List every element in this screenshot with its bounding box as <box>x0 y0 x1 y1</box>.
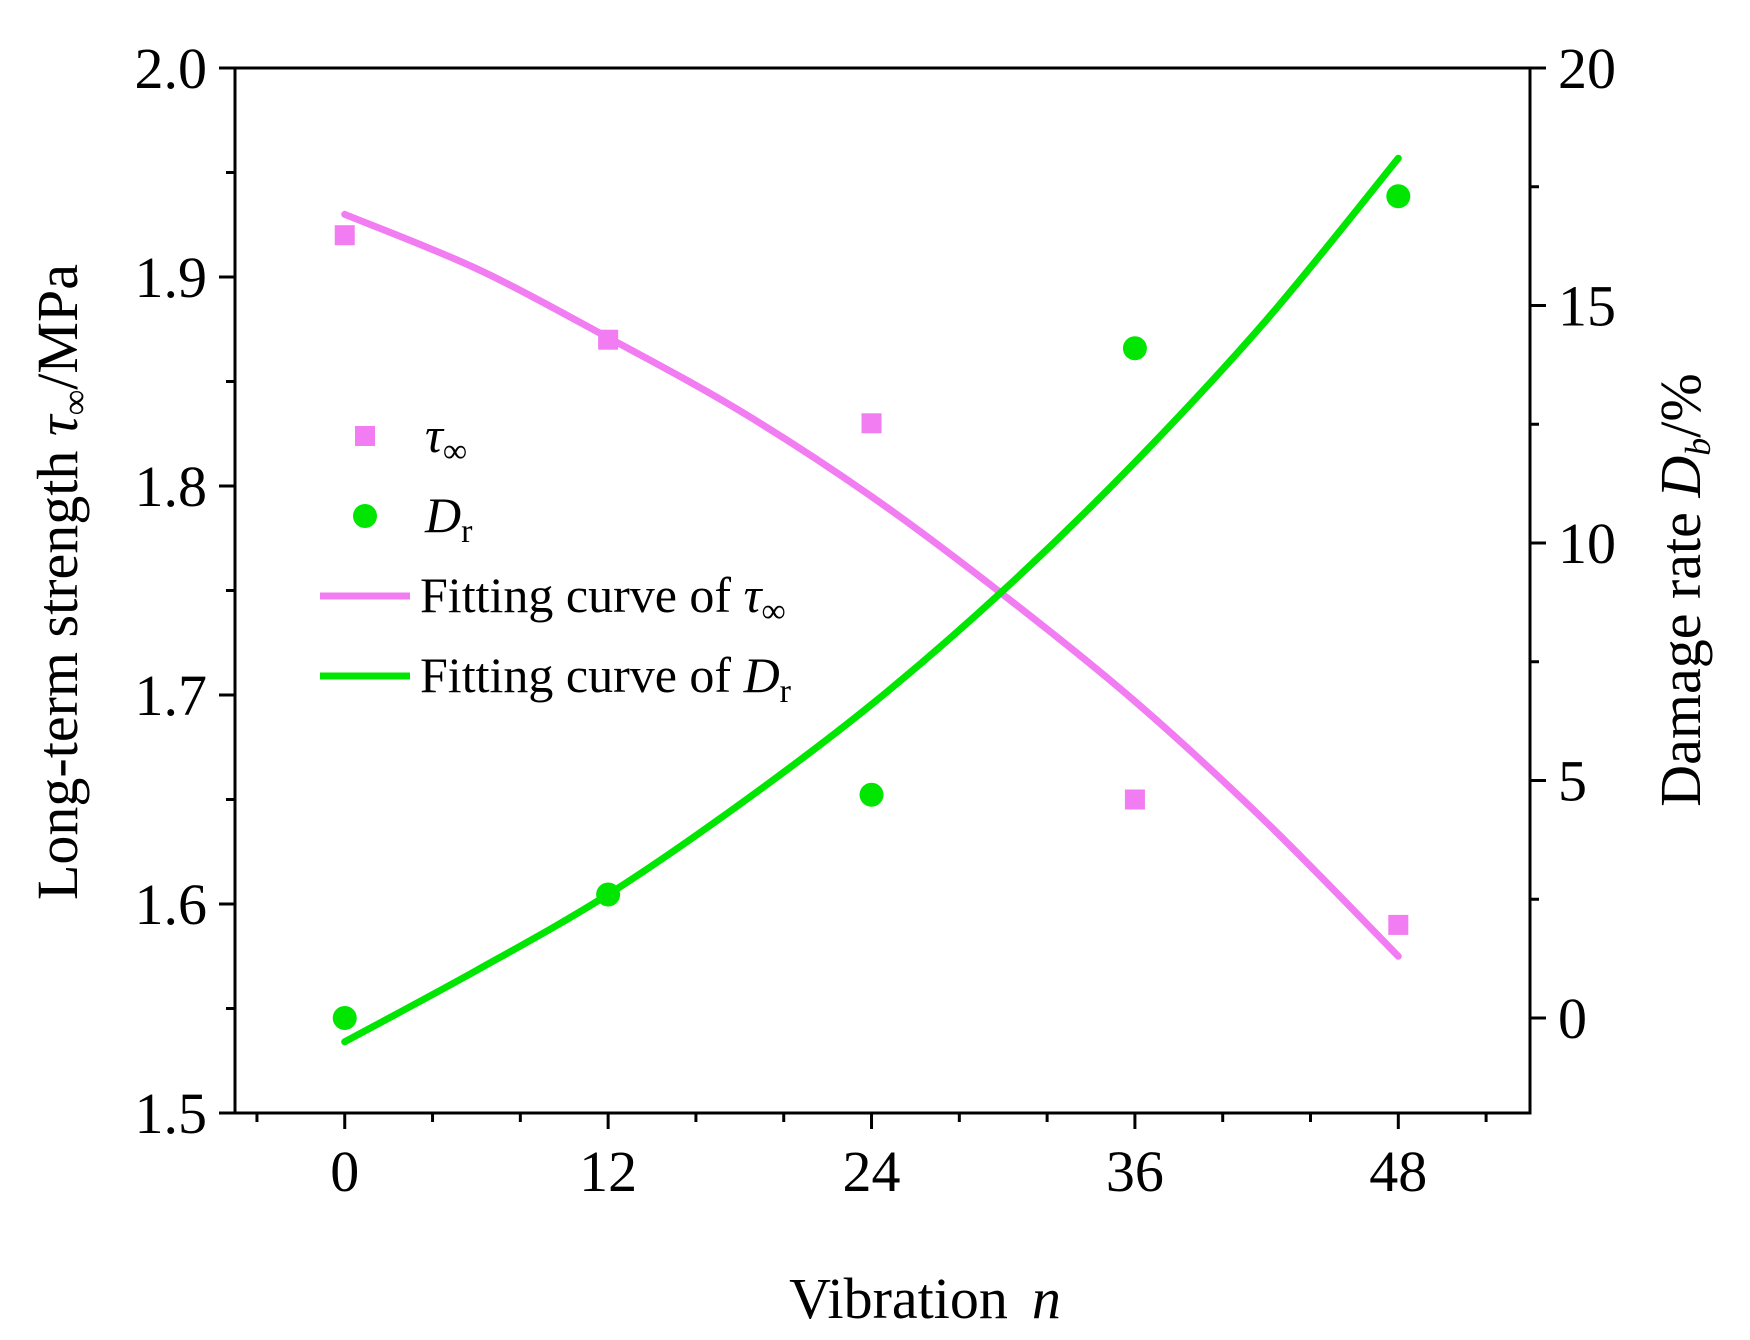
dr-data-point <box>859 782 884 807</box>
y-left-tick-label: 1.6 <box>135 872 208 937</box>
tau-data-point <box>861 413 882 434</box>
dr-data-point <box>1122 336 1147 361</box>
x-axis-title: Vibration n <box>789 1266 1061 1331</box>
tau-data-point <box>334 225 355 246</box>
fitting-curve-dr <box>341 154 1402 1046</box>
data-points <box>332 184 1411 1030</box>
y-left-tick-label: 1.8 <box>135 454 208 519</box>
y-left-tick-label: 2.0 <box>135 36 208 101</box>
x-tick-label: 48 <box>1369 1139 1427 1204</box>
tau-data-point <box>1124 789 1145 810</box>
legend-label: τ∞ <box>425 407 467 470</box>
y-left-tick-label: 1.9 <box>135 245 208 310</box>
x-tick-label: 0 <box>330 1139 359 1204</box>
y-right-tick-label: 10 <box>1558 511 1616 576</box>
x-tick-label: 24 <box>843 1139 901 1204</box>
x-tick-label: 12 <box>579 1139 637 1204</box>
y-right-axis-title: Damage rate Db/% <box>1648 373 1718 806</box>
fitting-curves <box>341 154 1402 1046</box>
legend-marker-circle <box>353 504 377 528</box>
tau-data-point <box>1388 914 1409 935</box>
y-left-tick-label: 1.7 <box>135 663 208 728</box>
x-axis: 0 12 24 36 48 <box>255 1113 1488 1204</box>
legend-label: Fitting curve of Dr <box>420 647 792 710</box>
legend: τ∞ Dr Fitting curve of τ∞ Fitting curve of … <box>320 407 792 710</box>
legend-label: Fitting curve of τ∞ <box>420 567 786 630</box>
fitting-curve-tau <box>341 210 1402 960</box>
tau-data-point <box>598 329 619 350</box>
dr-data-point <box>596 882 621 907</box>
dr-data-point <box>332 1006 357 1030</box>
dr-data-point <box>1386 184 1411 209</box>
y-left-tick-label: 1.5 <box>135 1081 208 1146</box>
y-axis-left: 1.5 1.6 1.7 1.8 1.9 2.0 <box>135 36 235 1146</box>
y-axis-right: 0 5 10 15 20 <box>1530 36 1616 1051</box>
y-right-tick-label: 0 <box>1558 986 1587 1051</box>
y-right-tick-label: 15 <box>1558 274 1616 339</box>
y-right-tick-label: 5 <box>1558 749 1587 814</box>
legend-marker-square <box>355 426 375 446</box>
y-right-tick-label: 20 <box>1558 36 1616 101</box>
y-left-axis-title: Long-term strength τ∞/MPa <box>25 264 95 900</box>
x-tick-label: 36 <box>1106 1139 1164 1204</box>
legend-label: Dr <box>424 487 473 550</box>
